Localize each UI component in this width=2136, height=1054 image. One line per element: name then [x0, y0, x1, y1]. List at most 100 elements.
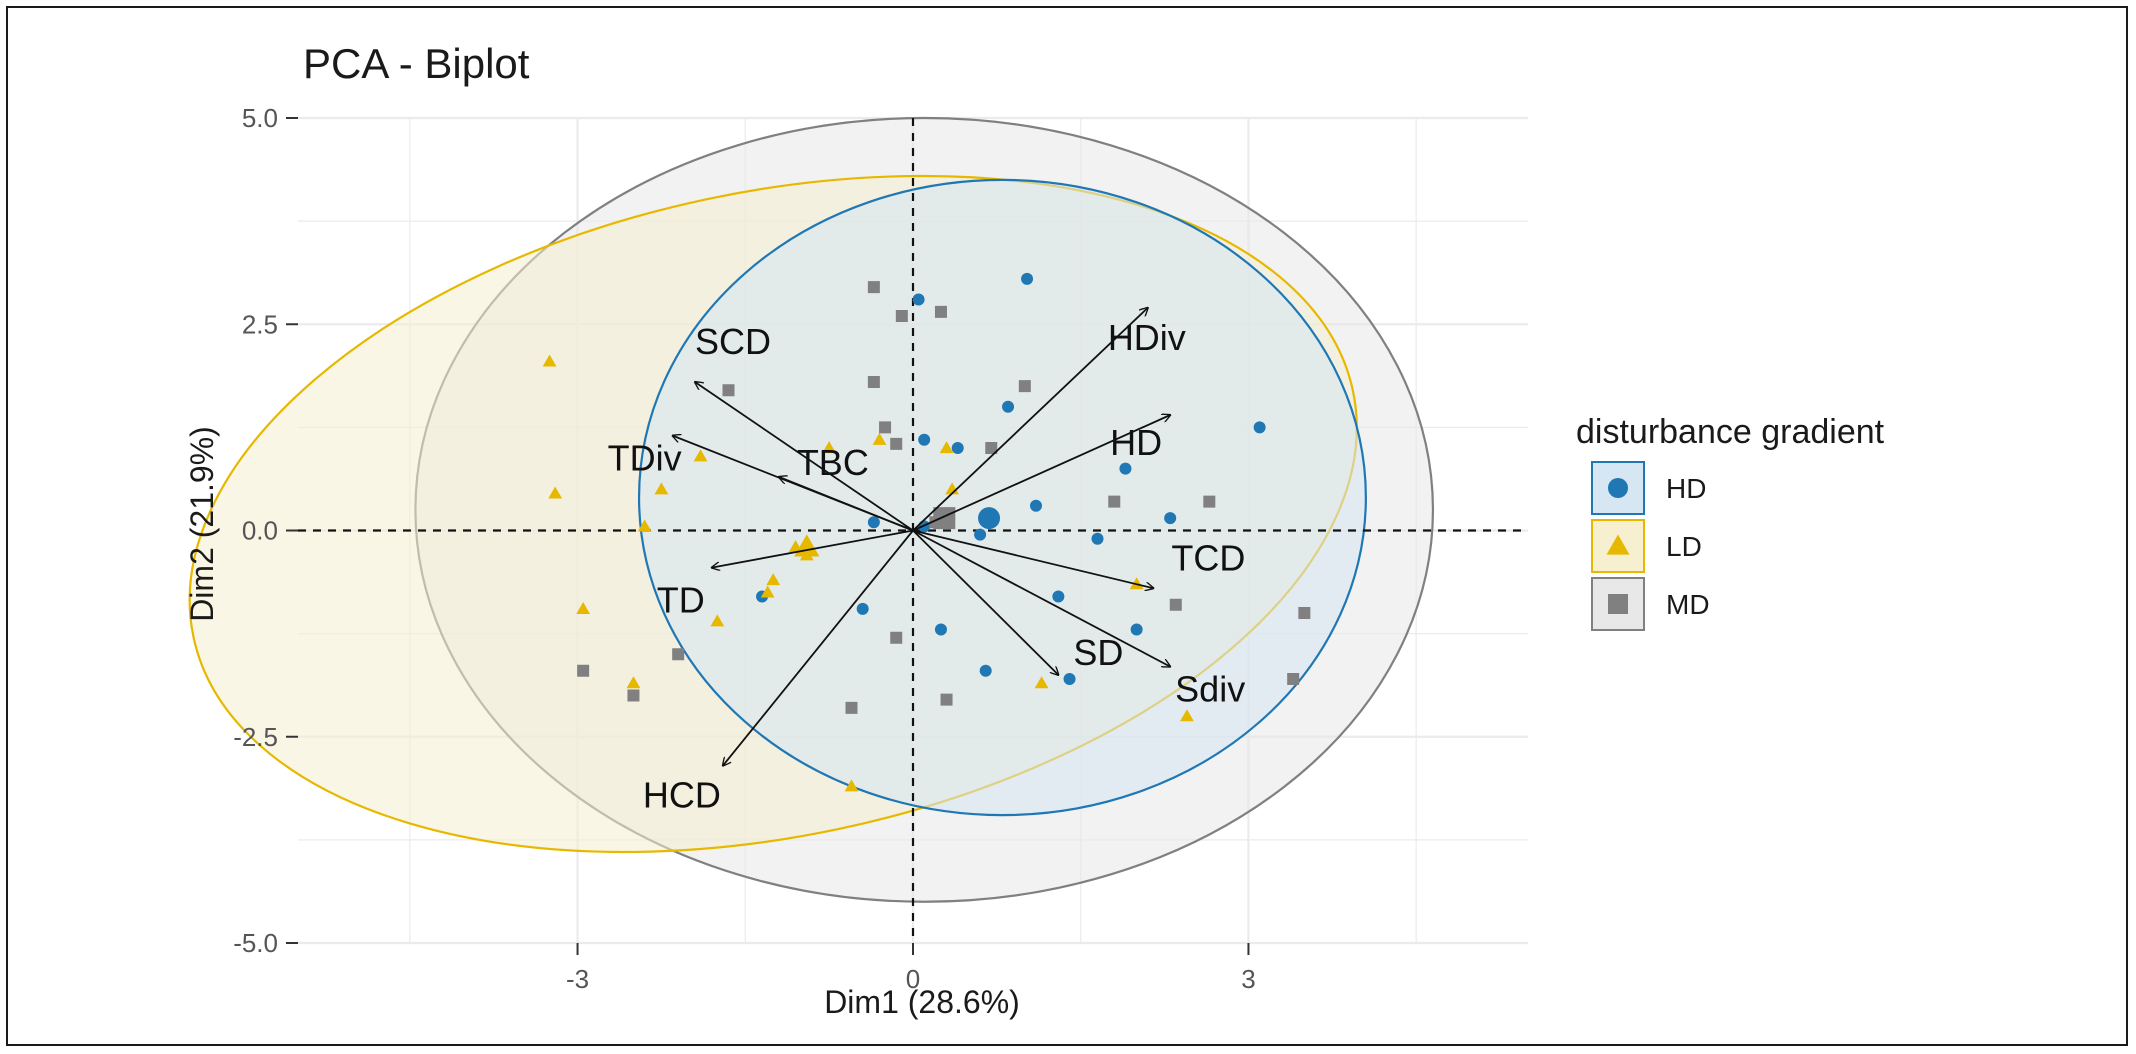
data-point [895, 310, 908, 322]
data-point [979, 664, 992, 677]
variable-label-tdiv: TDiv [608, 438, 682, 479]
arrow-hd [912, 415, 1170, 532]
data-point [1108, 495, 1121, 508]
data-point [693, 449, 708, 462]
y-tick-label: -2.5 [233, 722, 278, 752]
axis-ticks: -5.0 -2.5 0.0 2.5 5.0 -3 0 3 [233, 103, 1256, 994]
data-point [1164, 512, 1177, 525]
legend-entry-hd: HD [1591, 461, 1706, 515]
data-point [1287, 673, 1300, 685]
data-point [1021, 272, 1034, 285]
data-point [1129, 577, 1144, 590]
data-point [627, 689, 640, 702]
x-tick-label: 0 [906, 964, 920, 994]
legend-entry-ld: LD [1591, 519, 1702, 573]
data-point [1052, 590, 1065, 603]
data-point [1298, 607, 1311, 619]
data-point [845, 701, 858, 714]
variable-label-hd: HD [1110, 422, 1162, 463]
legend-label-ld: LD [1666, 531, 1702, 562]
data-point [974, 528, 987, 541]
arrow-hcd [723, 529, 914, 766]
data-point [722, 384, 735, 397]
variable-label-hdiv: HDiv [1108, 317, 1186, 358]
data-point [710, 614, 725, 627]
y-tick-label: 2.5 [242, 309, 278, 339]
centroid-hd [978, 507, 1001, 530]
data-point [945, 482, 960, 495]
data-point [1119, 462, 1132, 475]
variable-arrows: SCD TDiv TBC TD HCD HDiv HD TCD SD Sdiv [608, 308, 1245, 816]
variable-label-sdiv: Sdiv [1175, 669, 1245, 710]
y-tick-label: -5.0 [233, 928, 278, 958]
variable-label-scd: SCD [695, 321, 771, 362]
data-point [867, 281, 880, 294]
legend-label-md: MD [1666, 589, 1710, 620]
data-point [576, 601, 591, 615]
data-point [951, 442, 964, 454]
data-point [985, 442, 998, 454]
data-point [934, 305, 947, 318]
data-point [890, 631, 903, 644]
arrow-sd [912, 529, 1058, 675]
data-point [872, 432, 887, 445]
data-point [844, 779, 859, 792]
y-tick-label: 0.0 [242, 516, 278, 546]
data-point [1018, 380, 1031, 393]
data-point [1030, 499, 1042, 512]
arrow-tbc [779, 477, 914, 532]
variable-label-td: TD [657, 580, 705, 621]
data-point [626, 676, 641, 689]
data-point [856, 602, 869, 615]
y-axis-title: Dim2 (21.9%) [184, 426, 220, 622]
data-point [1169, 598, 1182, 611]
data-point [577, 664, 590, 677]
data-point [1034, 676, 1049, 689]
points-ld [542, 354, 1194, 792]
data-point [939, 441, 954, 454]
figure-frame: PCA - Biplot SCD TDiv TBC TD HCD HDiv HD TCD SD S… [6, 6, 2128, 1046]
legend-entry-md: MD [1591, 577, 1710, 631]
data-point [1130, 623, 1143, 636]
x-axis-title: Dim1 (28.6%) [824, 984, 1020, 1020]
arrow-td [712, 529, 914, 568]
data-point [766, 573, 781, 586]
arrow-sdiv [912, 529, 1170, 667]
variable-label-hcd: HCD [643, 775, 721, 816]
points-md [577, 281, 1311, 714]
legend: disturbance gradient HD LD MD [1576, 413, 1885, 631]
x-tick-label: 3 [1241, 964, 1255, 994]
arrow-hdiv [912, 308, 1148, 532]
data-point [1180, 709, 1194, 722]
data-point [879, 421, 892, 434]
data-point [1063, 673, 1076, 685]
data-point [867, 376, 880, 388]
ellipse-hd [637, 178, 1367, 817]
data-point [1002, 400, 1015, 413]
data-point [654, 482, 669, 495]
variable-label-tbc: TBC [797, 442, 869, 483]
data-point [548, 486, 563, 499]
legend-symbol-md [1608, 594, 1628, 614]
variable-label-sd: SD [1073, 632, 1123, 673]
points-hd [756, 272, 1266, 685]
plot-area: SCD TDiv TBC TD HCD HDiv HD TCD SD Sdiv -5.0 -2.5 0.… [188, 103, 1528, 994]
data-point [822, 441, 837, 454]
variable-label-tcd: TCD [1171, 537, 1245, 578]
data-point [672, 648, 685, 661]
data-point [1203, 495, 1216, 508]
data-point [1253, 421, 1266, 434]
arrow-tcd [912, 529, 1153, 589]
legend-label-hd: HD [1666, 473, 1706, 504]
arrow-scd [695, 382, 914, 532]
data-point [940, 693, 953, 706]
legend-title: disturbance gradient [1576, 413, 1885, 451]
chart-title: PCA - Biplot [303, 40, 530, 87]
legend-symbol-hd [1608, 478, 1628, 498]
data-point [760, 585, 775, 598]
data-point [1091, 532, 1104, 545]
centroid-md [933, 507, 956, 530]
x-tick-label: -3 [566, 964, 589, 994]
data-point [867, 516, 880, 529]
